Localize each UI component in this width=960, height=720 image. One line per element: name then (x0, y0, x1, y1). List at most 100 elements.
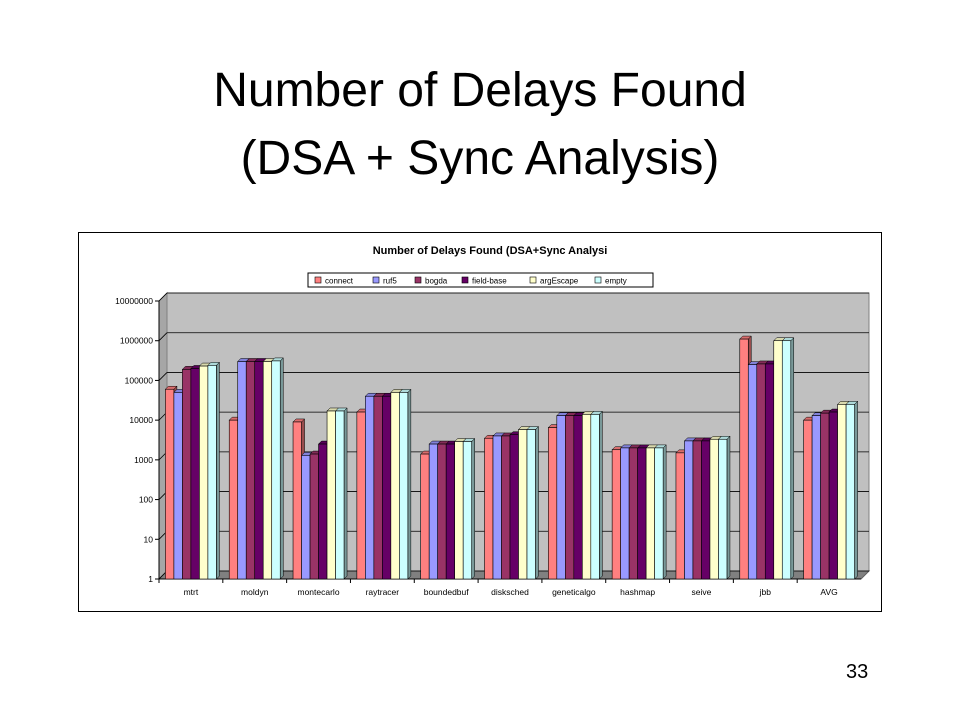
legend-swatch-ruf5 (372, 276, 380, 284)
delays-bar-chart: Number of Delays Found (DSA+Sync Analysi… (115, 245, 871, 597)
bar-front (692, 440, 702, 580)
x-axis: mtrt moldyn montecarlo raytracer boundedbuf d… (158, 578, 861, 597)
bar-side (535, 425, 539, 580)
bar-front (165, 388, 175, 580)
y-tick-label: 1 (148, 574, 153, 584)
legend-swatch-argEscape (529, 276, 537, 284)
bar-front (437, 443, 447, 580)
y-tick-label: 100000 (125, 375, 154, 385)
bar-front (718, 438, 728, 580)
x-tick-label: boundedbuf (424, 587, 470, 597)
bar-front (845, 404, 855, 580)
x-tick-label: montecarlo (298, 587, 340, 597)
x-tick-label: raytracer (366, 587, 400, 597)
bar-front (837, 404, 847, 580)
bar-front (420, 453, 430, 580)
bar-front (582, 414, 592, 580)
bar-boundedbuf-empty (462, 437, 476, 580)
bar-front (526, 429, 536, 580)
y-tick-label: 1000 (134, 455, 153, 465)
bar-side (343, 407, 348, 580)
bar-raytracer-empty (398, 388, 412, 580)
legend-swatch-empty (594, 276, 602, 284)
bar-front (462, 441, 472, 580)
bar-montecarlo-empty (334, 407, 348, 580)
bar-front (399, 392, 409, 580)
legend-label-empty: empty (605, 277, 627, 286)
chart-legend: connect ruf5 bogda field-base argEscape empty (307, 272, 654, 288)
bar-front (509, 434, 519, 580)
bar-front (645, 447, 655, 580)
y-tick-label: 10 (144, 534, 154, 544)
bar-front (773, 340, 783, 580)
y-axis: 1 10 100 1000 10000 100000 1000000 10000000 (115, 296, 160, 584)
x-tick-label: seive (692, 587, 712, 597)
x-tick-label: AVG (820, 587, 837, 597)
legend-label-bogda: bogda (425, 277, 448, 286)
bar-front (747, 364, 758, 580)
bar-front (484, 437, 494, 580)
bar-front (454, 441, 464, 580)
bar-front (445, 443, 455, 580)
bar-front (292, 421, 302, 580)
bar-seive-empty (717, 435, 731, 580)
y-tick-label: 100 (139, 495, 153, 505)
bar-front (590, 414, 600, 580)
bar-front (548, 427, 558, 580)
bar-front (373, 395, 383, 580)
bar-front (620, 447, 630, 580)
bar-front (709, 438, 719, 580)
bar-moldyn-empty (271, 357, 284, 580)
bar-front (190, 368, 200, 580)
legend-swatch-field-base (461, 276, 469, 284)
bar-side (854, 400, 858, 580)
bar-side (407, 388, 412, 580)
bar-front (309, 453, 319, 580)
bar-front (756, 363, 766, 580)
bar-front (675, 452, 685, 580)
bar-side (216, 361, 220, 580)
legend-box (307, 272, 654, 288)
bar-front (182, 369, 192, 580)
y-tick-label: 10000000 (115, 296, 153, 306)
bar-front (611, 449, 621, 580)
bar-disksched-empty (526, 425, 540, 580)
x-tick-label: hashmap (620, 587, 655, 597)
bar-mtrt-empty (207, 361, 221, 580)
y-tick-label: 10000 (129, 415, 153, 425)
bar-front (781, 340, 792, 580)
slide-title-line-2: (DSA + Sync Analysis) (240, 132, 720, 185)
bar-side (790, 337, 795, 580)
bar-front (326, 410, 336, 580)
chart-frame: Number of Delays Found (DSA+Sync Analysi… (78, 232, 882, 612)
gridline-diag-6 (158, 332, 168, 341)
legend-label-argEscape: argEscape (540, 277, 579, 286)
bar-front (335, 410, 345, 580)
bar-AVG-empty (845, 400, 859, 580)
bar-front (637, 447, 647, 580)
bar-side (599, 410, 603, 580)
bar-geneticalgo-empty (590, 410, 603, 580)
bar-front (739, 338, 749, 580)
bar-side (471, 437, 475, 580)
bar-front (254, 361, 264, 580)
bar-front (207, 365, 217, 580)
bar-side (662, 444, 667, 580)
gridline-diag-7 (158, 292, 168, 302)
x-tick-label: moldyn (241, 587, 269, 597)
bars (164, 335, 859, 580)
bar-front (237, 361, 247, 580)
bar-front (556, 415, 566, 580)
bar-front (173, 392, 183, 580)
bar-front (654, 447, 664, 580)
chart-title: Number of Delays Found (DSA+Sync Analysi (373, 245, 608, 257)
slide-title-line-1: Number of Delays Found (213, 64, 747, 117)
bar-front (565, 415, 575, 580)
x-tick-label: mtrt (184, 587, 199, 597)
bar-front (828, 411, 838, 580)
bar-front (428, 443, 438, 580)
gridline-diag-5 (158, 372, 168, 381)
x-tick-label: disksched (491, 587, 529, 597)
bar-front (573, 415, 583, 580)
x-tick-label: geneticalgo (552, 587, 596, 597)
